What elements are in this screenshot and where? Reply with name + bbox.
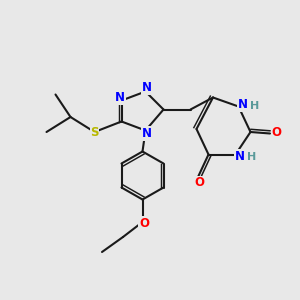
- Text: H: H: [250, 101, 260, 111]
- Text: O: O: [139, 217, 149, 230]
- Text: O: O: [272, 125, 282, 139]
- Text: N: N: [238, 98, 248, 112]
- Text: N: N: [142, 127, 152, 140]
- Text: N: N: [235, 149, 245, 163]
- Text: O: O: [194, 176, 205, 190]
- Text: N: N: [142, 81, 152, 94]
- Text: S: S: [90, 125, 99, 139]
- Text: N: N: [115, 91, 125, 104]
- Text: H: H: [248, 152, 256, 162]
